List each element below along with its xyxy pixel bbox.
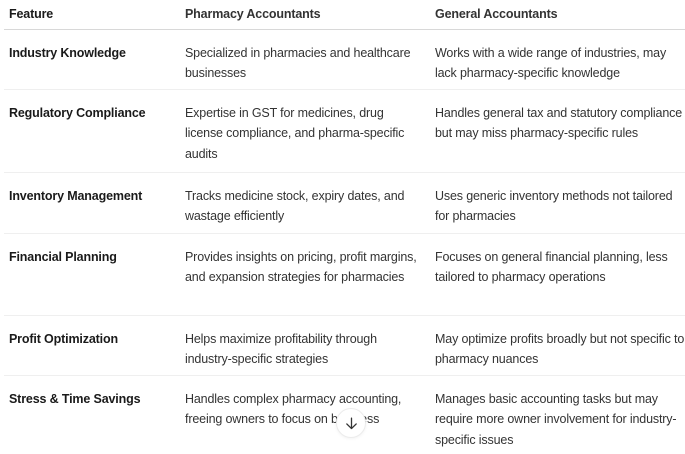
accountant-comparison-table: Feature Pharmacy Accountants General Acc… [4,0,685,454]
pharmacy-cell: Helps maximize profitability through ind… [185,315,435,376]
feature-cell: Industry Knowledge [4,29,185,90]
pharmacy-cell: Handles complex pharmacy accounting, fre… [185,375,435,454]
feature-cell: Regulatory Compliance [4,89,185,173]
header-row: Feature Pharmacy Accountants General Acc… [4,0,685,30]
column-header-pharmacy-accountants: Pharmacy Accountants [185,0,435,30]
general-cell: May optimize profits broadly but not spe… [435,315,685,376]
feature-cell: Stress & Time Savings [4,375,185,454]
column-header-feature: Feature [4,0,185,30]
table-row: Industry Knowledge Specialized in pharma… [4,29,685,90]
table-row: Inventory Management Tracks medicine sto… [4,172,685,234]
pharmacy-cell: Provides insights on pricing, profit mar… [185,233,435,316]
column-header-general-accountants: General Accountants [435,0,685,30]
table-row: Profit Optimization Helps maximize profi… [4,315,685,376]
table-row: Stress & Time Savings Handles complex ph… [4,375,685,454]
general-cell: Manages basic accounting tasks but may r… [435,375,685,454]
general-cell: Focuses on general financial planning, l… [435,233,685,316]
table-row: Regulatory Compliance Expertise in GST f… [4,89,685,173]
feature-cell: Inventory Management [4,172,185,234]
feature-cell: Profit Optimization [4,315,185,376]
table-row: Financial Planning Provides insights on … [4,233,685,316]
pharmacy-cell: Specialized in pharmacies and healthcare… [185,29,435,90]
general-cell: Handles general tax and statutory compli… [435,89,685,173]
arrow-down-icon [344,416,359,431]
feature-cell: Financial Planning [4,233,185,316]
general-cell: Works with a wide range of industries, m… [435,29,685,90]
pharmacy-cell: Expertise in GST for medicines, drug lic… [185,89,435,173]
scroll-down-button[interactable] [336,408,366,438]
pharmacy-cell: Tracks medicine stock, expiry dates, and… [185,172,435,234]
general-cell: Uses generic inventory methods not tailo… [435,172,685,234]
